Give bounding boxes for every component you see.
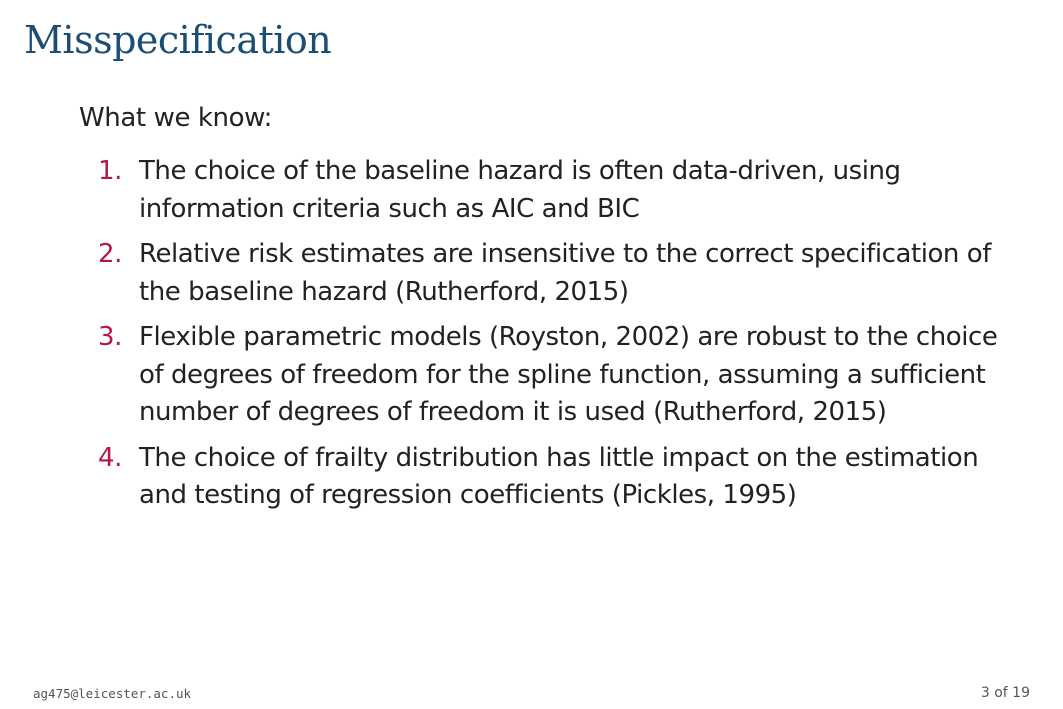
list-item-text: Flexible parametric models (Royston, 200… [139, 322, 998, 427]
list-item: 4. The choice of frailty distribution ha… [98, 440, 1003, 515]
footer-email: ag475@leicester.ac.uk [33, 686, 192, 701]
list-item: 2. Relative risk estimates are insensiti… [98, 236, 1003, 311]
list-item-number: 2. [98, 239, 123, 269]
list-item-text: The choice of frailty distribution has l… [139, 442, 979, 511]
intro-text: What we know: [79, 103, 272, 133]
list-item-number: 4. [98, 442, 123, 473]
list-item: 3. Flexible parametric models (Royston, … [98, 319, 1003, 432]
list-item-number: 3. [98, 322, 123, 352]
list-item: 1. The choice of the baseline hazard is … [98, 153, 1003, 228]
list-item-number: 1. [98, 156, 123, 186]
page-number: 3 of 19 [980, 685, 1030, 701]
list-item-text: The choice of the baseline hazard is oft… [139, 156, 901, 224]
numbered-list: 1. The choice of the baseline hazard is … [98, 153, 1003, 523]
list-item-text: Relative risk estimates are insensitive … [139, 239, 991, 307]
slide-title: Misspecification [24, 18, 332, 62]
